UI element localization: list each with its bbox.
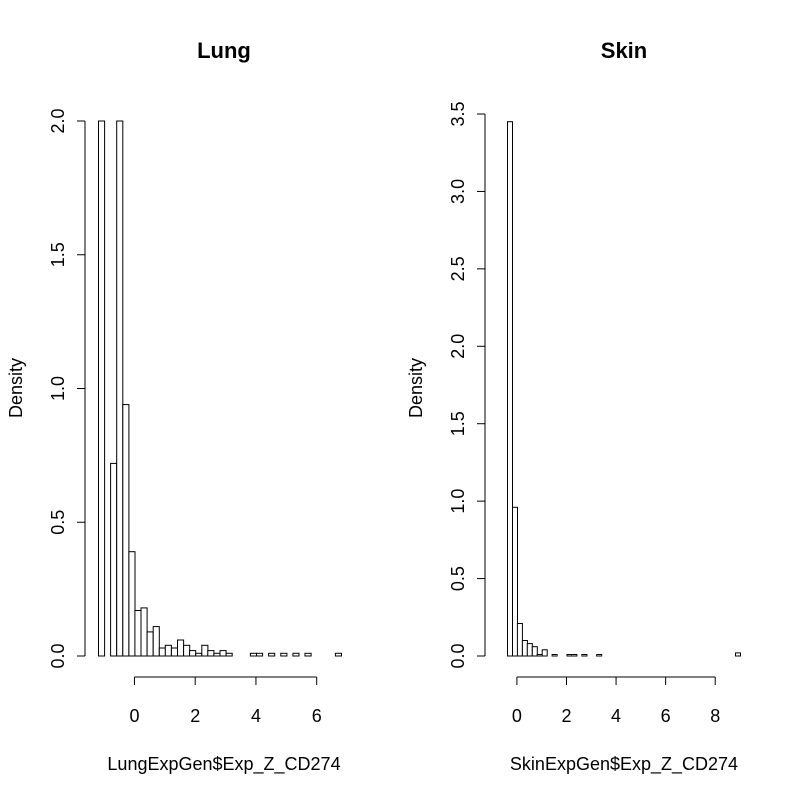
lung-histogram-bar <box>189 650 197 657</box>
skin-y-axis: 0.0 0.5 1.0 1.5 2.0 2.5 3.0 3.5 <box>448 101 486 669</box>
skin-y-tick-label: 1.0 <box>448 489 468 514</box>
lung-histogram-bar <box>201 644 209 657</box>
lung-histogram-bar <box>249 652 257 657</box>
lung-histogram-bar <box>177 639 185 657</box>
skin-histogram-bar <box>516 623 523 657</box>
lung-histogram-bar <box>122 404 130 657</box>
skin-histogram-bar <box>521 640 528 657</box>
lung-histogram-bar <box>219 650 227 657</box>
lung-x-tick-label: 2 <box>190 706 200 726</box>
skin-x-tick-label: 6 <box>661 706 671 726</box>
skin-histogram-bar <box>571 654 578 657</box>
skin-y-tick-label: 3.5 <box>448 101 468 126</box>
lung-y-tick-label: 2.0 <box>48 108 68 133</box>
lung-histogram-bar <box>225 652 233 657</box>
skin-x-axis-label: SkinExpGen$Exp_Z_CD274 <box>510 754 738 775</box>
lung-histogram-panel: Lung LungExpGen$Exp_Z_CD274 Density 0 2 4 6… <box>6 38 342 775</box>
skin-histogram-bar <box>735 652 741 657</box>
lung-histogram-bar <box>140 607 148 657</box>
skin-histogram-bar <box>512 506 518 657</box>
lung-histogram-bar <box>98 120 106 657</box>
skin-y-tick-label: 2.0 <box>448 334 468 359</box>
lung-histogram-bar <box>134 610 142 657</box>
skin-y-tick-label: 0.0 <box>448 643 468 668</box>
lung-histogram-bar <box>128 551 136 657</box>
skin-histogram-bar <box>581 654 588 657</box>
skin-histogram-bar <box>566 654 573 657</box>
lung-histogram-bar <box>146 631 154 657</box>
skin-y-axis-label: Density <box>406 358 426 418</box>
lung-x-tick-label: 6 <box>312 706 322 726</box>
lung-histogram-bar <box>304 652 312 657</box>
lung-y-axis: 0.0 0.5 1.0 1.5 2.0 <box>48 108 86 669</box>
skin-chart-title: Skin <box>601 38 647 63</box>
lung-histogram-bar <box>280 652 288 657</box>
skin-y-tick-label: 2.5 <box>448 256 468 281</box>
skin-x-tick-label: 2 <box>561 706 571 726</box>
lung-y-tick-label: 1.5 <box>48 242 68 267</box>
lung-histogram-bar <box>195 652 203 657</box>
skin-histogram-bar <box>531 646 538 657</box>
lung-y-tick-label: 1.0 <box>48 376 68 401</box>
skin-x-axis: 0 2 4 6 8 <box>512 676 720 726</box>
skin-y-tick-label: 0.5 <box>448 566 468 591</box>
lung-y-tick-label: 0.0 <box>48 643 68 668</box>
lung-y-axis-label: Density <box>6 358 26 418</box>
lung-histogram-bar <box>164 644 172 657</box>
lung-histogram-bar <box>116 120 124 657</box>
skin-histogram-panel: Skin SkinExpGen$Exp_Z_CD274 Density 0 2 4 6… <box>406 38 741 775</box>
skin-bars <box>507 121 741 657</box>
lung-x-axis: 0 2 4 6 <box>129 676 322 726</box>
skin-x-tick-label: 8 <box>710 706 720 726</box>
lung-histogram-bar <box>268 652 276 657</box>
skin-histogram-bar <box>541 649 548 657</box>
skin-histogram-bar <box>536 654 543 657</box>
skin-histogram-bar <box>507 121 513 657</box>
lung-x-tick-label: 4 <box>251 706 261 726</box>
lung-histogram-bar <box>158 647 166 657</box>
skin-histogram-bar <box>596 654 603 657</box>
skin-y-tick-label: 3.0 <box>448 179 468 204</box>
lung-x-axis-label: LungExpGen$Exp_Z_CD274 <box>107 754 340 775</box>
lung-y-tick-label: 0.5 <box>48 510 68 535</box>
lung-x-tick-label: 0 <box>129 706 139 726</box>
lung-histogram-bar <box>292 652 300 657</box>
lung-histogram-bar <box>110 462 118 657</box>
lung-histogram-bar <box>207 650 215 657</box>
skin-y-tick-label: 1.5 <box>448 411 468 436</box>
lung-bars <box>98 120 342 657</box>
skin-histogram-bar <box>551 654 558 657</box>
skin-x-tick-label: 4 <box>611 706 621 726</box>
lung-histogram-bar <box>183 644 191 657</box>
lung-histogram-bar <box>213 652 221 657</box>
skin-histogram-bar <box>526 643 533 657</box>
lung-histogram-bar <box>170 647 178 657</box>
lung-chart-title: Lung <box>197 38 251 63</box>
skin-x-tick-label: 0 <box>512 706 522 726</box>
lung-histogram-bar <box>334 652 342 657</box>
lung-histogram-bar <box>152 626 160 657</box>
lung-histogram-bar <box>256 652 264 657</box>
